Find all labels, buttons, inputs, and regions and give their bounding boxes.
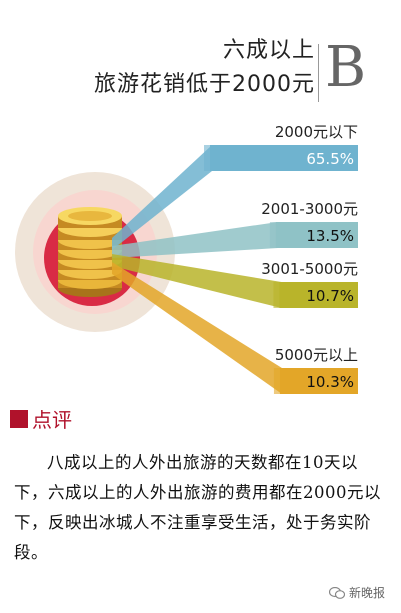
value-label-3001-5000: 10.7% <box>306 287 354 305</box>
section-letter-badge: B <box>325 35 367 100</box>
bar-5000-above <box>279 368 358 394</box>
category-label-5000-above: 5000元以上 <box>275 346 358 364</box>
bar-fold-2001-3000 <box>269 222 278 248</box>
bar-fold-2000-below <box>204 145 212 171</box>
value-label-5000-above: 10.3% <box>306 373 354 391</box>
connector-ribbon-2000-below <box>112 145 212 250</box>
bar-3001-5000 <box>279 282 358 308</box>
value-label-2001-3000: 13.5% <box>306 227 354 245</box>
connector-ribbon-2001-3000 <box>112 222 278 258</box>
heading-square-icon <box>10 409 28 428</box>
commentary-text: 八成以上的人外出旅游的天数都在10天以下，六成以上的人外出旅游的费用都在2000… <box>14 453 381 562</box>
title-line-1: 六成以上 <box>222 38 315 63</box>
bar-2000-below <box>210 145 358 171</box>
title-line-2: 旅游花销低于2000元 <box>94 72 315 97</box>
bar-2001-3000 <box>275 222 358 248</box>
commentary-heading-text: 点评 <box>32 408 72 432</box>
chart-title: 六成以上 旅游花销低于2000元 <box>94 34 315 102</box>
connector-ribbon-5000-above <box>112 262 282 394</box>
badge-divider <box>318 44 319 102</box>
bar-fold-5000-above <box>273 368 282 394</box>
category-label-2000-below: 2000元以下 <box>275 123 358 141</box>
coin-stack-icon <box>58 207 122 297</box>
category-label-3001-5000: 3001-5000元 <box>261 260 358 278</box>
source-credit: 新晚报 <box>328 584 385 601</box>
chart-svg: 2000元以下 65.5% 2001-3000元 13.5% 3001-5000元 10.… <box>15 123 358 394</box>
bar-fold-3001-5000 <box>273 282 282 308</box>
connector-ribbon-3001-5000 <box>112 254 282 308</box>
commentary-heading: 点评 <box>10 404 72 433</box>
category-label-2001-3000: 2001-3000元 <box>261 200 358 218</box>
wechat-icon <box>328 586 345 599</box>
credit-text: 新晚报 <box>348 586 385 600</box>
value-label-2000-below: 65.5% <box>306 150 354 168</box>
